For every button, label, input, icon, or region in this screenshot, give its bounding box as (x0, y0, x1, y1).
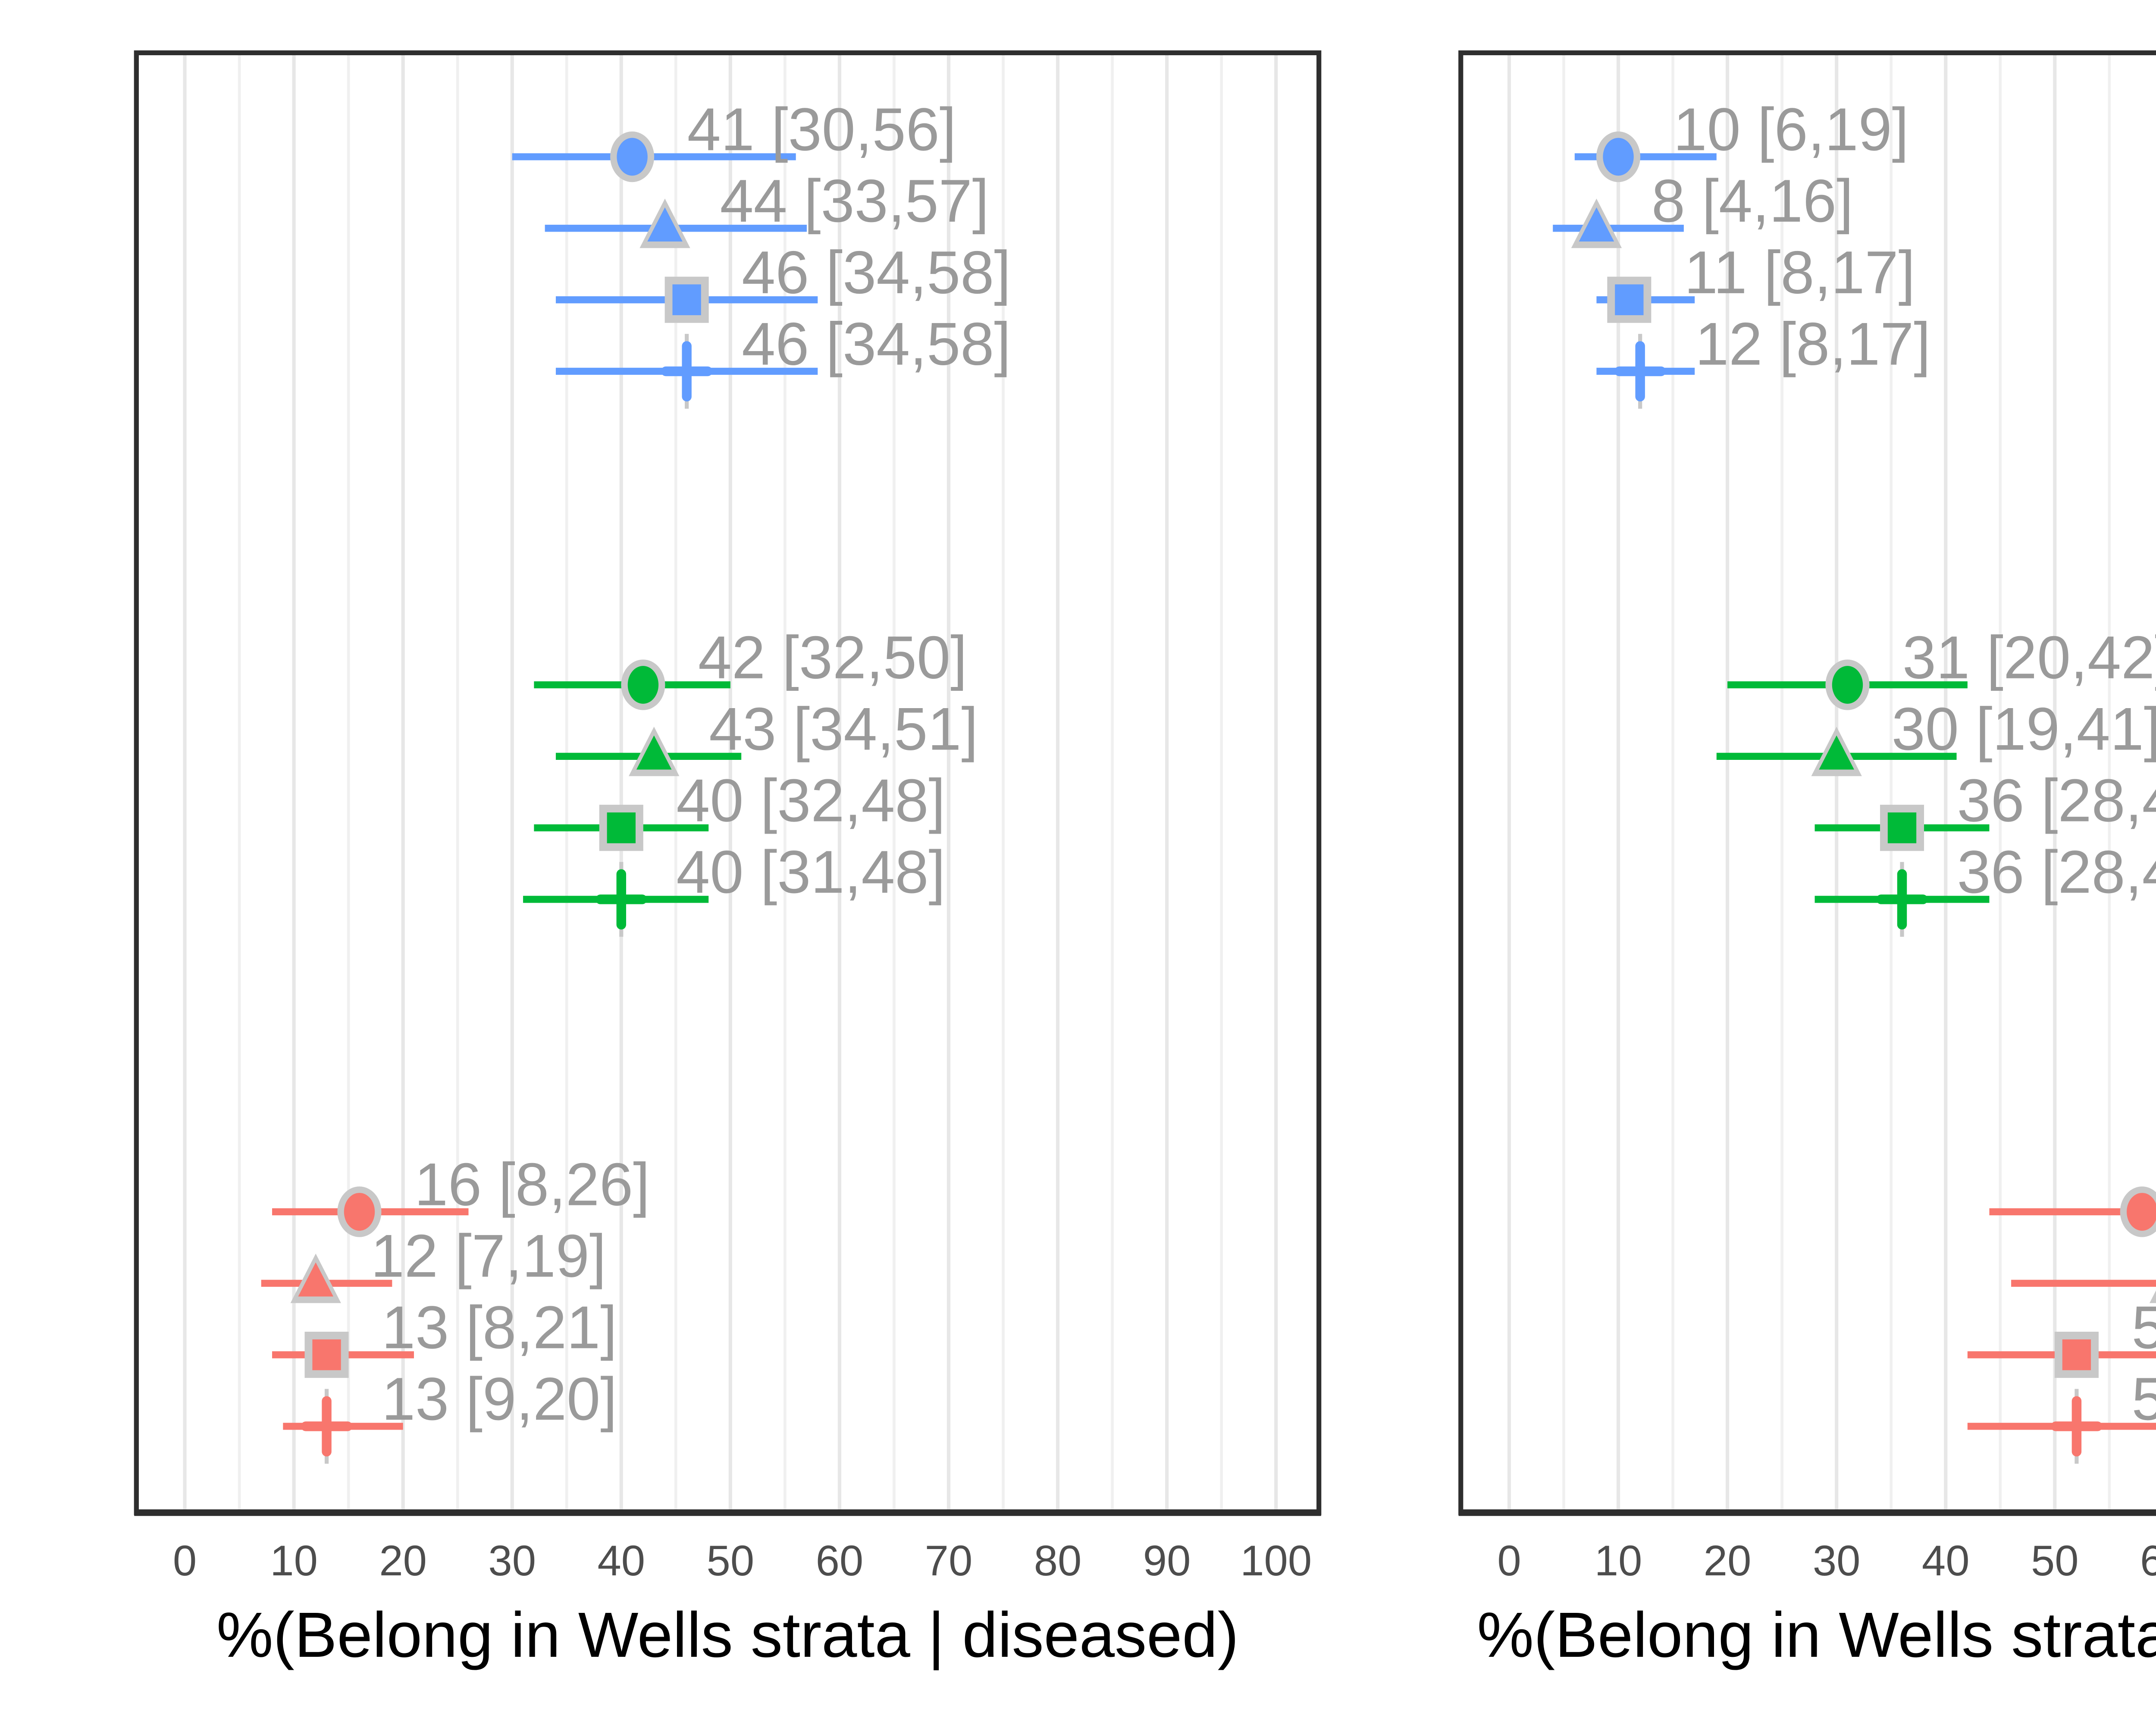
estimate-label: 30 [19,41] (1892, 695, 2156, 763)
ci-row-low-m3: 12 [7,19] (261, 1222, 606, 1303)
square-marker (672, 284, 701, 315)
estimate-label: 46 [34,58] (742, 310, 1011, 378)
circle-marker (617, 138, 648, 176)
estimate-label: 36 [28,44] (1957, 766, 2156, 834)
square-marker (607, 812, 636, 844)
ci-row-high-m3: 44 [33,57] (545, 167, 989, 248)
x-tick-label: 0 (173, 1537, 197, 1585)
x-tick-label: 20 (1704, 1537, 1752, 1585)
ci-row-high-m4: 10 [6,19] (1574, 95, 1909, 182)
estimate-label: 40 [31,48] (676, 838, 945, 906)
x-tick-label: 50 (2031, 1537, 2079, 1585)
estimate-label: 36 [28,44] (1957, 838, 2156, 906)
estimate-label: 42 [32,50] (698, 624, 967, 691)
triangle-marker (298, 1262, 334, 1297)
x-axis-title-non-diseased: %(Belong in Wells strata | non-diseased) (1477, 1600, 2156, 1671)
ci-row-low-m1: 52 [42,62] (1967, 1365, 2156, 1464)
circle-marker (627, 666, 659, 704)
estimate-label: 10 [6,19] (1673, 95, 1909, 163)
square-marker (2062, 1339, 2091, 1371)
square-marker (1615, 284, 1644, 315)
square-marker (1887, 812, 1917, 844)
panel-background (1460, 53, 2156, 1513)
ci-row-medium-m1: 36 [28,44] (1814, 838, 2156, 937)
x-tick-label: 40 (597, 1537, 645, 1585)
x-tick-label: 40 (1922, 1537, 1970, 1585)
circle-marker (1832, 666, 1863, 704)
estimate-label: 46 [34,58] (742, 238, 1011, 306)
circle-marker (2127, 1193, 2156, 1231)
estimate-label: 41 [30,56] (687, 95, 956, 163)
estimate-label: 13 [8,21] (382, 1293, 617, 1361)
estimate-label: 12 [8,17] (1695, 310, 1930, 378)
ci-row-low-m4: 58 [44,72] (1989, 1186, 2156, 1237)
x-tick-label: 30 (1813, 1537, 1861, 1585)
ci-row-low-m4: 16 [8,26] (272, 1151, 650, 1237)
x-tick-label: 60 (816, 1537, 864, 1585)
ci-row-low-m2: 52 [42,63] (1967, 1293, 2156, 1378)
triangle-marker (647, 207, 683, 242)
x-tick-label: 10 (1595, 1537, 1642, 1585)
x-tick-label: 60 (2140, 1537, 2156, 1585)
ci-row-low-m2: 13 [8,21] (272, 1293, 617, 1378)
ci-row-medium-m4: 31 [20,42] (1727, 624, 2156, 710)
panels-layer: 41 [30,56]44 [33,57]46 [34,58]46 [34,58]… (134, 50, 2156, 1585)
estimate-label: 16 [8,26] (414, 1151, 650, 1218)
triangle-marker (1579, 207, 1614, 242)
ci-row-high-m1: 12 [8,17] (1596, 310, 1930, 409)
ci-row-high-m1: 46 [34,58] (555, 310, 1011, 409)
ci-row-high-m4: 41 [30,56] (512, 95, 956, 182)
x-axis-title-diseased: %(Belong in Wells strata | diseased) (216, 1600, 1239, 1671)
ci-row-medium-m3: 30 [19,41] (1716, 695, 2156, 776)
ci-row-medium-m4: 42 [32,50] (534, 624, 967, 710)
circle-marker (344, 1193, 375, 1231)
x-tick-label: 20 (379, 1537, 427, 1585)
estimate-label: 31 [20,42] (1902, 624, 2156, 691)
ci-row-medium-m3: 43 [34,51] (555, 695, 978, 776)
estimate-label: 52 [42,62] (2131, 1365, 2156, 1433)
estimate-label: 44 [33,57] (720, 167, 989, 235)
estimate-label: 12 [7,19] (371, 1222, 606, 1289)
x-tick-label: 30 (488, 1537, 536, 1585)
panel-0: 41 [30,56]44 [33,57]46 [34,58]46 [34,58]… (134, 50, 1322, 1585)
estimate-label: 8 [4,16] (1651, 167, 1853, 235)
ci-row-medium-m2: 40 [32,48] (534, 766, 945, 851)
ci-row-low-m1: 13 [9,20] (283, 1365, 617, 1464)
ci-row-high-m2: 11 [8,17] (1596, 238, 1915, 323)
estimate-label: 43 [34,51] (709, 695, 978, 763)
ci-row-medium-m1: 40 [31,48] (523, 838, 945, 937)
circle-marker (1603, 138, 1634, 176)
estimate-label: 40 [32,48] (676, 766, 945, 834)
panel-background (136, 53, 1319, 1513)
square-marker (312, 1339, 341, 1371)
estimate-label: 52 [42,63] (2131, 1293, 2156, 1361)
ci-row-high-m2: 46 [34,58] (555, 238, 1011, 323)
x-tick-label: 100 (1240, 1537, 1312, 1585)
triangle-marker (636, 735, 672, 770)
x-tick-label: 10 (270, 1537, 318, 1585)
ci-row-high-m3: 8 [4,16] (1553, 167, 1853, 248)
panel-1: 10 [6,19]8 [4,16]11 [8,17]12 [8,17] 31 [2… (1458, 50, 2156, 1585)
x-tick-label: 90 (1143, 1537, 1191, 1585)
estimate-label: 11 [8,17] (1684, 238, 1915, 306)
x-tick-label: 70 (925, 1537, 973, 1585)
x-tick-label: 50 (707, 1537, 755, 1585)
ci-row-medium-m2: 36 [28,44] (1814, 766, 2156, 851)
estimate-label: 13 [9,20] (382, 1365, 617, 1433)
x-tick-label: 80 (1034, 1537, 1082, 1585)
triangle-marker (1819, 735, 1854, 770)
x-tick-label: 0 (1497, 1537, 1521, 1585)
